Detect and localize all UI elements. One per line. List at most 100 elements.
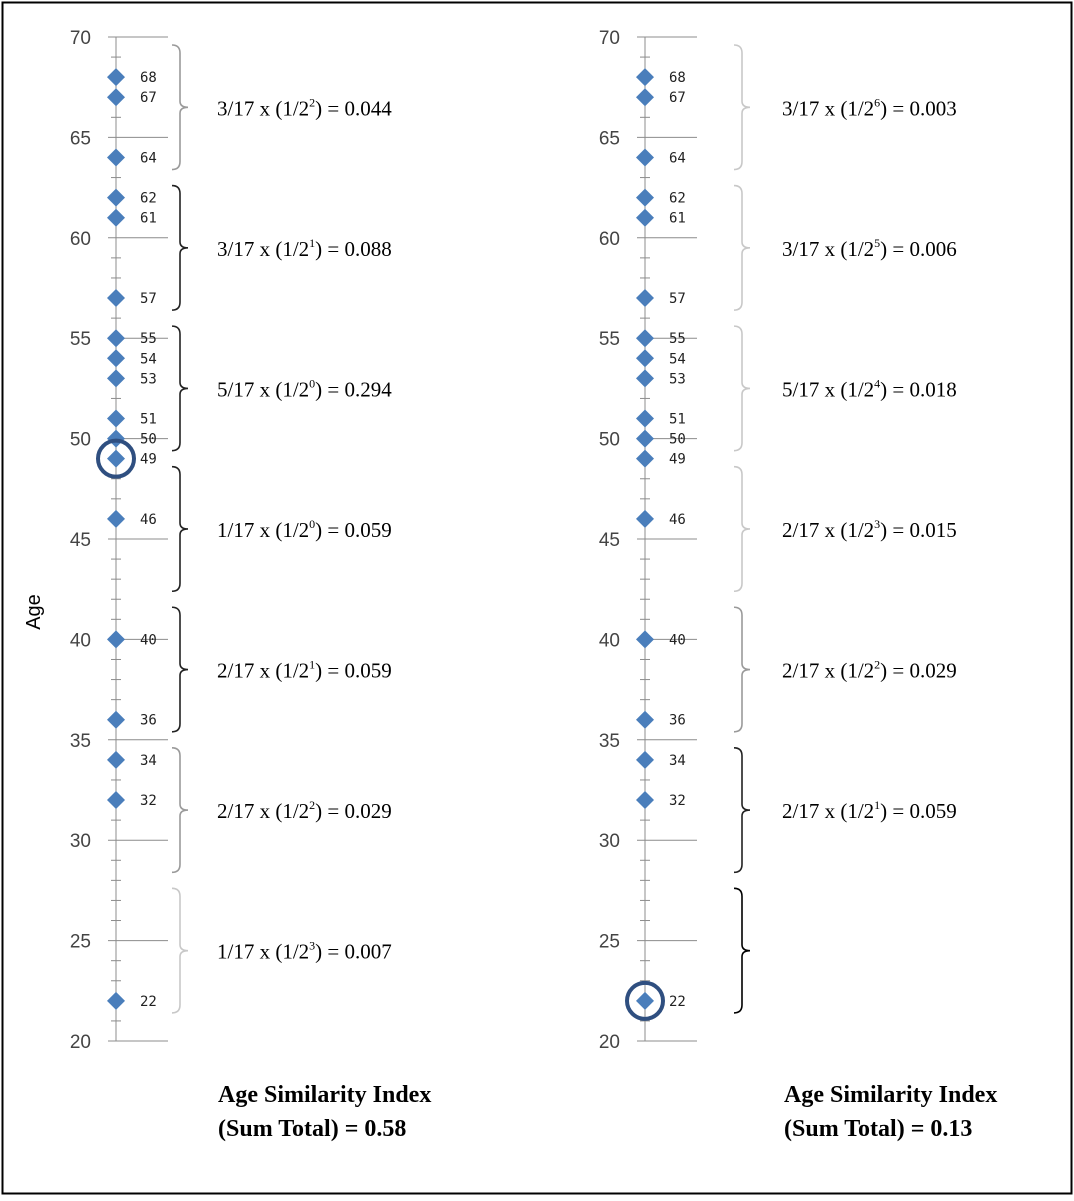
group-formula: 3/17 x (1/26) = 0.003 xyxy=(782,95,957,120)
data-point-marker xyxy=(636,349,654,368)
data-point-label: 32 xyxy=(140,793,157,809)
group-bracket xyxy=(733,465,751,593)
tick-label: 70 xyxy=(70,28,91,49)
tick-label: 30 xyxy=(70,831,91,852)
data-point-label: 22 xyxy=(669,994,686,1010)
tick-label: 30 xyxy=(599,831,620,852)
group-bracket xyxy=(171,747,189,874)
group-bracket xyxy=(733,747,751,874)
tick-label: 60 xyxy=(70,229,91,250)
tick-label: 55 xyxy=(599,329,620,350)
data-point-label: 46 xyxy=(140,512,157,528)
data-point-label: 34 xyxy=(669,753,686,769)
tick-label: 40 xyxy=(70,630,91,651)
tick-label: 45 xyxy=(70,530,91,551)
data-point-label: 51 xyxy=(140,412,157,428)
data-point-marker xyxy=(107,750,125,769)
data-point-label: 62 xyxy=(669,191,686,207)
tick-label: 50 xyxy=(70,430,91,451)
data-point-marker xyxy=(636,791,654,810)
group-formula: 1/17 x (1/23) = 0.007 xyxy=(217,939,392,964)
group-bracket xyxy=(171,44,189,171)
data-point-label: 40 xyxy=(669,632,686,648)
group-bracket xyxy=(733,887,751,1014)
left-panel: 20 25 30 35 40 45 50 55 60 65 70 68 67 64 62 61 57 55 54 53… xyxy=(70,28,431,1142)
summary-title: Age Similarity Index xyxy=(784,1082,997,1108)
group-formula: 2/17 x (1/23) = 0.015 xyxy=(782,517,957,542)
data-point-marker xyxy=(107,630,125,649)
data-point-label: 57 xyxy=(140,291,157,307)
data-point-label: 67 xyxy=(669,90,686,106)
data-point-label: 51 xyxy=(669,412,686,428)
data-point-marker xyxy=(107,710,125,729)
data-point-label: 36 xyxy=(140,713,157,729)
data-point-marker xyxy=(107,329,125,348)
data-point-label: 62 xyxy=(140,191,157,207)
data-point-marker xyxy=(636,750,654,769)
data-point-label: 53 xyxy=(669,371,686,387)
group-bracket xyxy=(733,606,751,733)
group-bracket xyxy=(171,325,189,452)
data-point-marker xyxy=(636,509,654,528)
data-point-marker xyxy=(636,68,654,87)
data-point-marker xyxy=(107,188,125,207)
summary-total: (Sum Total) = 0.13 xyxy=(784,1116,972,1142)
data-point-label: 50 xyxy=(669,432,686,448)
tick-label: 20 xyxy=(70,1032,91,1053)
data-point-label: 22 xyxy=(140,994,157,1010)
data-point-marker xyxy=(636,208,654,227)
tick-label: 25 xyxy=(70,932,91,953)
tick-label: 55 xyxy=(70,329,91,350)
data-point-label: 36 xyxy=(669,713,686,729)
summary-total: (Sum Total) = 0.58 xyxy=(218,1116,406,1142)
group-bracket xyxy=(171,887,189,1014)
group-formula: 2/17 x (1/22) = 0.029 xyxy=(217,798,392,823)
group-formula: 3/17 x (1/21) = 0.088 xyxy=(217,236,392,261)
group-formula: 3/17 x (1/22) = 0.044 xyxy=(217,95,392,120)
tick-label: 50 xyxy=(599,430,620,451)
data-point-label: 40 xyxy=(140,632,157,648)
data-point-marker xyxy=(636,449,654,468)
group-bracket xyxy=(171,184,189,311)
data-point-label: 55 xyxy=(669,331,686,347)
data-point-label: 49 xyxy=(669,452,686,468)
group-formula: 3/17 x (1/25) = 0.006 xyxy=(782,236,957,261)
data-point-marker xyxy=(107,208,125,227)
tick-label: 65 xyxy=(70,128,91,149)
data-point-marker xyxy=(636,710,654,729)
data-point-label: 34 xyxy=(140,753,157,769)
data-point-marker xyxy=(107,369,125,388)
group-formula: 2/17 x (1/21) = 0.059 xyxy=(782,798,957,823)
highlight-circle xyxy=(625,980,665,1021)
data-point-marker xyxy=(107,509,125,528)
data-point-marker xyxy=(107,409,125,428)
right-panel: 20 25 30 35 40 45 50 55 60 65 70 68 67 64 62 61 57 55 54 53… xyxy=(599,28,997,1142)
data-point-label: 53 xyxy=(140,371,157,387)
data-point-marker xyxy=(636,148,654,167)
highlight-circle xyxy=(96,438,136,479)
group-formula: 1/17 x (1/20) = 0.059 xyxy=(217,517,392,542)
group-formula: 5/17 x (1/24) = 0.018 xyxy=(782,376,957,401)
group-bracket xyxy=(171,465,189,593)
data-point-marker xyxy=(107,88,125,107)
data-point-label: 61 xyxy=(140,211,157,227)
group-formula: 5/17 x (1/20) = 0.294 xyxy=(217,376,392,401)
data-point-label: 68 xyxy=(140,70,157,86)
data-point-marker xyxy=(107,148,125,167)
tick-label: 45 xyxy=(599,530,620,551)
data-point-label: 32 xyxy=(669,793,686,809)
data-point-label: 54 xyxy=(140,351,157,367)
data-point-marker xyxy=(636,369,654,388)
tick-label: 25 xyxy=(599,932,620,953)
data-point-marker xyxy=(636,329,654,348)
group-bracket xyxy=(733,325,751,452)
tick-label: 40 xyxy=(599,630,620,651)
data-point-label: 64 xyxy=(669,150,686,166)
data-point-marker xyxy=(636,289,654,308)
data-point-marker xyxy=(107,289,125,308)
group-formula: 2/17 x (1/22) = 0.029 xyxy=(782,658,957,683)
data-point-marker xyxy=(107,991,125,1010)
tick-label: 65 xyxy=(599,128,620,149)
